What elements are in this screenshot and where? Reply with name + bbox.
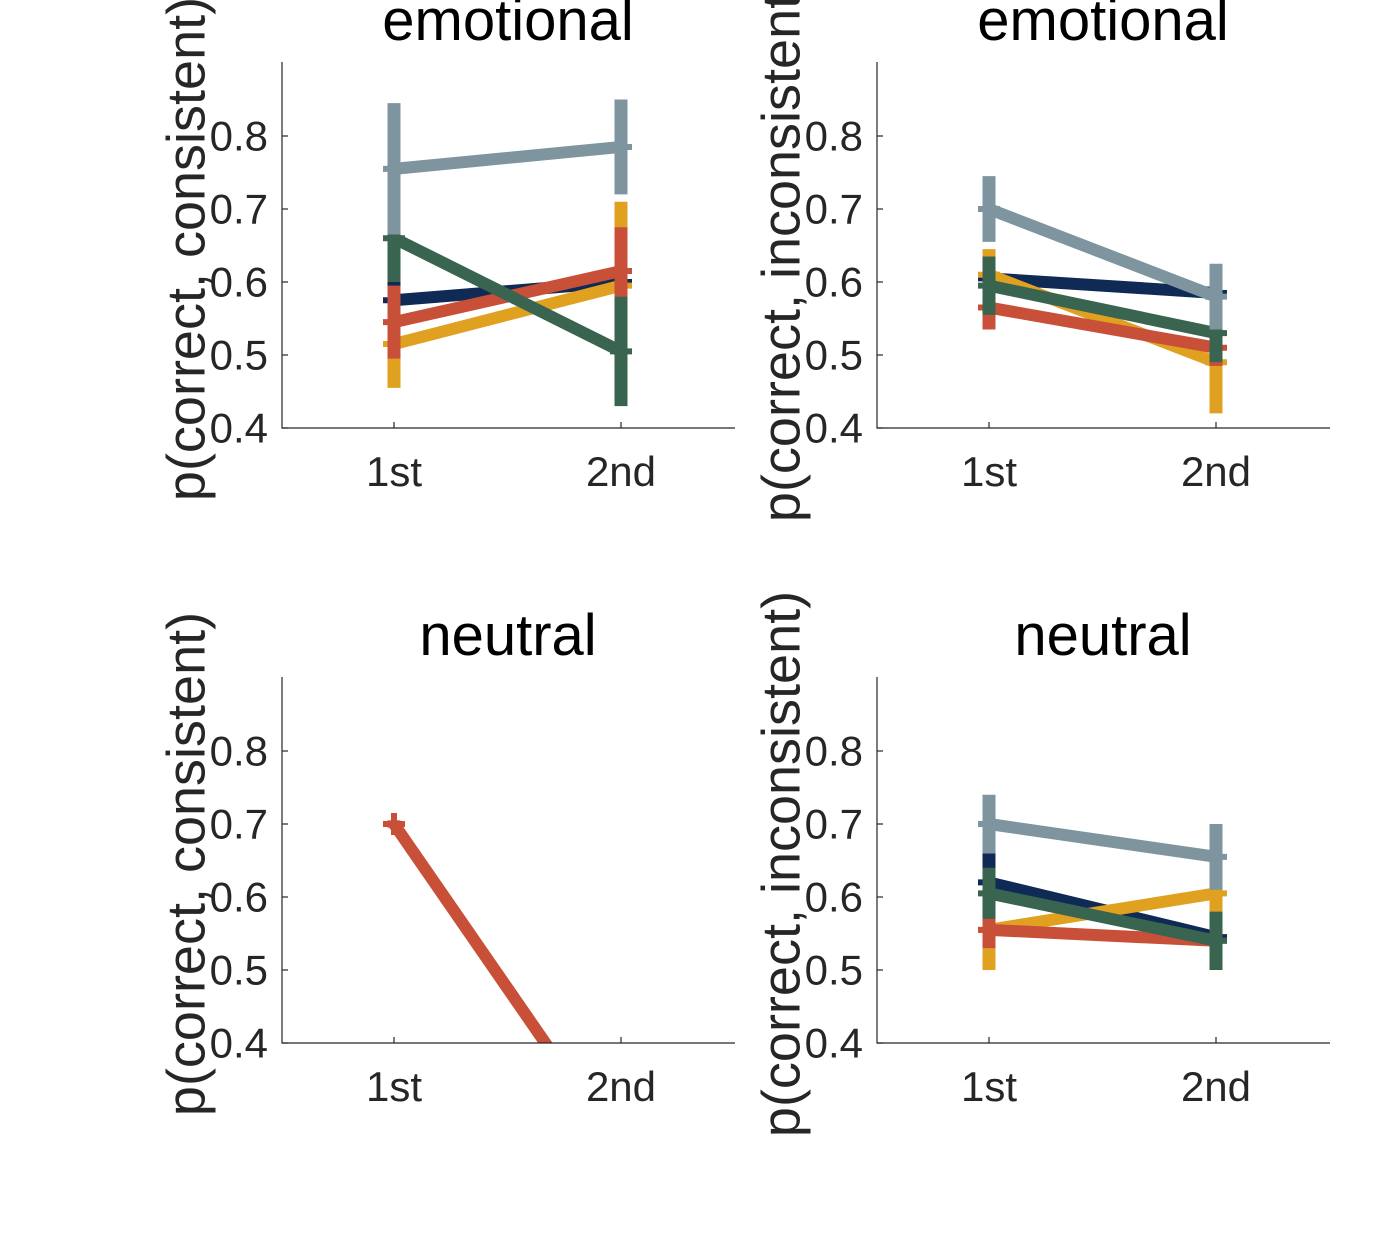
y-tick-label: 0.6 <box>210 259 268 306</box>
plot-area <box>383 99 632 407</box>
series-line <box>391 232 624 357</box>
y-tick-label: 0.6 <box>805 259 863 306</box>
series-line <box>987 887 1218 947</box>
chart-title: emotional <box>977 0 1228 53</box>
y-tick-label: 0.4 <box>210 405 268 452</box>
data-point-marker <box>1205 845 1227 868</box>
panel-emotional-inconsistent: p(correct, inconsistent) 0.4 0.5 0.6 0.7 0.8… <box>751 0 1330 522</box>
series-layer <box>383 99 632 407</box>
series-gray <box>383 99 632 235</box>
y-axis-label: p(correct, consistent) <box>156 0 216 501</box>
panel-neutral-inconsistent: p(correct, inconsistent) 0.4 0.5 0.6 0.7 0.8… <box>751 591 1330 1137</box>
data-point-marker <box>383 157 405 180</box>
series-line <box>986 203 1219 303</box>
y-tick-label: 0.4 <box>805 1020 863 1067</box>
y-tick-label: 0.4 <box>805 405 863 452</box>
y-tick-label: 0.8 <box>210 113 268 160</box>
y-tick-label: 0.7 <box>805 186 863 233</box>
y-tick-label: 0.5 <box>805 332 863 379</box>
chart-title: neutral <box>419 603 596 668</box>
x-tick-label: 2nd <box>586 448 656 495</box>
series-line <box>393 140 622 175</box>
y-axis-label: p(correct, consistent) <box>156 612 216 1116</box>
x-tick-label: 1st <box>961 448 1017 495</box>
y-tick-label: 0.4 <box>210 1020 268 1067</box>
ylabel: p(correct, consistent) <box>156 612 216 1116</box>
y-tick-label: 0.6 <box>805 874 863 921</box>
chart-title: neutral <box>1014 603 1191 668</box>
y-tick-label: 0.7 <box>210 186 268 233</box>
data-point-marker <box>610 340 632 363</box>
data-point-marker <box>383 311 405 334</box>
y-tick-label: 0.6 <box>210 874 268 921</box>
y-axis-label: p(correct, inconsistent) <box>751 591 811 1137</box>
y-tick-label: 0.7 <box>805 801 863 848</box>
series-layer <box>978 176 1227 414</box>
ylabel: p(correct, inconsistent) <box>751 591 811 1137</box>
y-tick-label: 0.8 <box>805 728 863 775</box>
x-tick-label: 2nd <box>1181 448 1251 495</box>
x-tick-label: 1st <box>366 448 422 495</box>
ticks-layer: 0.4 0.5 0.6 0.7 0.8 1st 2nd <box>805 113 1251 496</box>
plot-area <box>383 813 632 1164</box>
series-gray <box>978 176 1227 330</box>
ticks-layer: 0.4 0.5 0.6 0.7 0.8 1st 2nd <box>805 728 1251 1111</box>
y-tick-label: 0.5 <box>210 332 268 379</box>
series-red <box>383 813 632 1164</box>
data-point-marker <box>1205 929 1227 952</box>
y-tick-label: 0.7 <box>210 801 268 848</box>
y-tick-label: 0.8 <box>210 728 268 775</box>
data-point-marker <box>610 135 632 158</box>
data-point-marker <box>1205 285 1227 308</box>
ylabel: p(correct, inconsistent) <box>751 0 811 522</box>
data-point-marker <box>610 260 632 283</box>
y-axis-label: p(correct, inconsistent) <box>751 0 811 522</box>
series-line <box>988 272 1217 299</box>
data-point-marker <box>978 198 1000 220</box>
y-tick-label: 0.5 <box>210 947 268 994</box>
y-tick-label: 0.5 <box>805 947 863 994</box>
series-line <box>392 279 623 350</box>
ylabel: p(correct, consistent) <box>156 0 216 501</box>
y-tick-label: 0.8 <box>805 113 863 160</box>
ticks-layer: 0.4 0.5 0.6 0.7 0.8 1st 2nd <box>210 728 656 1111</box>
x-tick-label: 1st <box>366 1063 422 1110</box>
series-layer <box>383 813 632 1164</box>
data-point-marker <box>978 274 1000 297</box>
data-point-marker <box>383 813 405 835</box>
y-axis-line <box>876 677 1330 1044</box>
panel-neutral-consistent: p(correct, consistent) 0.4 0.5 0.6 0.7 0.8 1s… <box>156 603 735 1164</box>
y-axis-line <box>876 62 1330 429</box>
x-tick-label: 1st <box>961 1063 1017 1110</box>
series-line <box>988 818 1217 863</box>
series-line <box>389 820 553 1043</box>
series-layer <box>978 794 1227 970</box>
x-tick-label: 2nd <box>586 1063 656 1110</box>
plot-area <box>978 794 1227 970</box>
x-tick-label: 2nd <box>1181 1063 1251 1110</box>
data-point-marker <box>610 1142 632 1164</box>
data-point-marker <box>978 813 1000 835</box>
data-point-marker <box>978 882 1000 905</box>
plot-area <box>978 176 1227 414</box>
panel-emotional-consistent: p(correct, consistent) 0.4 0.5 0.6 0.7 0.8 1s… <box>156 0 735 501</box>
series-gray <box>978 794 1227 890</box>
series-green <box>978 867 1227 970</box>
series-line <box>987 279 1218 339</box>
y-axis-line <box>281 62 735 429</box>
chart-title: emotional <box>382 0 633 53</box>
data-point-marker <box>978 918 1000 941</box>
ticks-layer: 0.4 0.5 0.6 0.7 0.8 1st 2nd <box>210 113 656 496</box>
series-line <box>987 301 1218 354</box>
